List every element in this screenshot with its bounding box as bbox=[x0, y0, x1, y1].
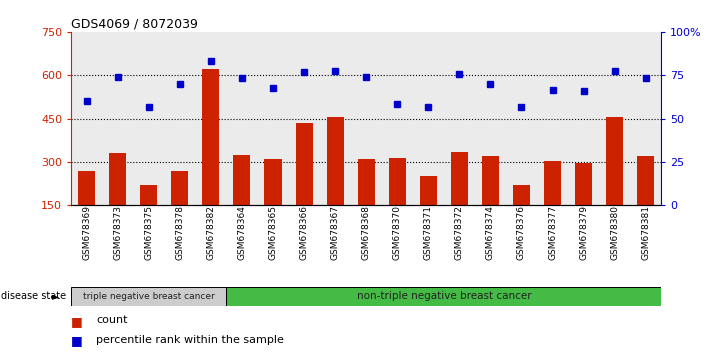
Text: GSM678368: GSM678368 bbox=[362, 205, 370, 260]
Text: GSM678377: GSM678377 bbox=[548, 205, 557, 260]
Bar bbox=[444, 32, 475, 205]
Bar bbox=[537, 32, 568, 205]
Text: GSM678370: GSM678370 bbox=[392, 205, 402, 260]
Text: ►: ► bbox=[52, 291, 60, 301]
Text: disease state: disease state bbox=[1, 291, 66, 301]
Text: ■: ■ bbox=[71, 315, 83, 328]
Text: non-triple negative breast cancer: non-triple negative breast cancer bbox=[356, 291, 531, 302]
Bar bbox=[71, 32, 102, 205]
Bar bbox=[109, 153, 127, 205]
Bar bbox=[475, 32, 506, 205]
Text: GDS4069 / 8072039: GDS4069 / 8072039 bbox=[71, 18, 198, 31]
Bar bbox=[196, 32, 226, 205]
Text: ■: ■ bbox=[71, 335, 83, 348]
Text: GSM678381: GSM678381 bbox=[641, 205, 650, 260]
Bar bbox=[71, 287, 226, 306]
Bar bbox=[133, 32, 164, 205]
Bar bbox=[568, 32, 599, 205]
Bar bbox=[419, 176, 437, 205]
Bar bbox=[451, 152, 468, 205]
Bar bbox=[599, 32, 630, 205]
Bar bbox=[319, 32, 351, 205]
Text: GSM678380: GSM678380 bbox=[610, 205, 619, 260]
Text: GSM678375: GSM678375 bbox=[144, 205, 154, 260]
Bar bbox=[289, 32, 319, 205]
Bar bbox=[226, 287, 661, 306]
Bar bbox=[226, 32, 257, 205]
Text: GSM678367: GSM678367 bbox=[331, 205, 340, 260]
Bar bbox=[171, 171, 188, 205]
Bar bbox=[164, 32, 196, 205]
Bar bbox=[326, 117, 343, 205]
Text: GSM678364: GSM678364 bbox=[237, 205, 247, 260]
Text: count: count bbox=[96, 315, 127, 325]
Bar bbox=[264, 159, 282, 205]
Bar bbox=[233, 155, 250, 205]
Bar bbox=[358, 159, 375, 205]
Bar bbox=[382, 32, 413, 205]
Bar bbox=[78, 171, 95, 205]
Text: GSM678374: GSM678374 bbox=[486, 205, 495, 260]
Text: GSM678365: GSM678365 bbox=[269, 205, 277, 260]
Bar bbox=[506, 32, 537, 205]
Bar bbox=[606, 117, 623, 205]
Text: triple negative breast cancer: triple negative breast cancer bbox=[83, 292, 215, 301]
Text: percentile rank within the sample: percentile rank within the sample bbox=[96, 335, 284, 344]
Bar bbox=[637, 156, 654, 205]
Bar bbox=[257, 32, 289, 205]
Text: GSM678366: GSM678366 bbox=[299, 205, 309, 260]
Text: GSM678369: GSM678369 bbox=[82, 205, 91, 260]
Bar bbox=[413, 32, 444, 205]
Bar bbox=[140, 185, 157, 205]
Bar bbox=[296, 123, 313, 205]
Bar bbox=[513, 185, 530, 205]
Text: GSM678379: GSM678379 bbox=[579, 205, 588, 260]
Bar bbox=[482, 156, 499, 205]
Bar bbox=[630, 32, 661, 205]
Bar bbox=[203, 69, 220, 205]
Bar bbox=[389, 158, 406, 205]
Text: GSM678371: GSM678371 bbox=[424, 205, 433, 260]
Bar bbox=[544, 160, 561, 205]
Bar bbox=[102, 32, 133, 205]
Text: GSM678376: GSM678376 bbox=[517, 205, 526, 260]
Text: GSM678372: GSM678372 bbox=[455, 205, 464, 260]
Text: GSM678373: GSM678373 bbox=[113, 205, 122, 260]
Text: GSM678382: GSM678382 bbox=[206, 205, 215, 260]
Text: GSM678378: GSM678378 bbox=[176, 205, 184, 260]
Bar bbox=[351, 32, 382, 205]
Bar bbox=[575, 164, 592, 205]
